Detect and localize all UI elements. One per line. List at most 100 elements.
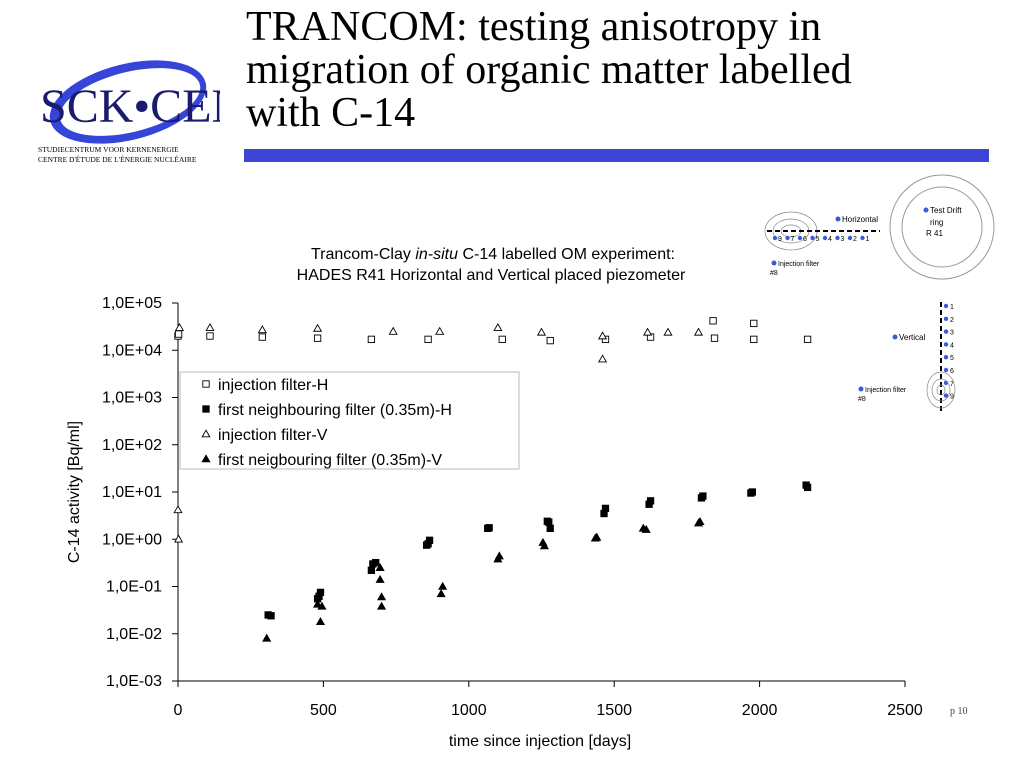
data-point-series-4	[313, 599, 323, 608]
chart-title-suffix: C-14 labelled OM experiment:	[458, 246, 675, 263]
y-tick-label: 1,0E+05	[102, 295, 162, 312]
logo-wordmark: SCK•CEN	[40, 80, 220, 133]
test-drift-dot	[923, 207, 929, 213]
h-injection-label: Injection filter	[778, 261, 820, 268]
v-filter-label: 3	[950, 330, 954, 337]
data-point-series-1	[709, 317, 717, 325]
data-point-series-2	[546, 524, 554, 533]
data-point-series-4	[315, 616, 326, 625]
slide-title: TRANCOM: testing anisotropy in migration…	[246, 4, 852, 136]
data-point-series-2	[646, 497, 655, 505]
data-point-series-2	[316, 588, 325, 597]
legend: injection filter-H first neighbouring fi…	[179, 371, 520, 470]
data-point-series-4	[438, 581, 448, 590]
legend-marker-4	[201, 454, 211, 463]
chart-title-line-2: HADES R41 Horizontal and Vertical placed…	[297, 267, 686, 284]
h-filter-label: 1	[866, 236, 870, 243]
data-point-series-4	[436, 589, 446, 598]
v-filter-dot	[943, 355, 949, 360]
h-filter-label: 4	[828, 236, 832, 243]
h-filter-dot	[797, 235, 803, 241]
r41-label: R 41	[926, 229, 943, 238]
h-filter-dot	[772, 235, 778, 241]
data-point-series-3	[493, 322, 503, 332]
legend-markers	[201, 380, 211, 463]
data-point-series-3	[536, 327, 547, 336]
y-tick-label: 1,0E+02	[102, 437, 162, 454]
x-tick-label: 2500	[887, 702, 923, 719]
data-point-series-3	[693, 327, 704, 336]
data-point-series-1	[424, 335, 432, 344]
horizontal-marker-dot	[835, 216, 841, 222]
horizontal-label: Horizontal	[842, 215, 878, 224]
legend-marker-3	[201, 429, 211, 438]
data-point-series-1	[367, 335, 376, 344]
x-tick-label: 2000	[742, 702, 778, 719]
x-axis-label: time since injection [days]	[449, 733, 631, 750]
v-injection-dot	[858, 386, 864, 392]
data-point-series-1	[206, 332, 214, 340]
chart-title-italic: in-situ	[415, 246, 458, 263]
data-point-series-2	[601, 504, 610, 513]
data-point-series-1	[803, 335, 812, 344]
data-point-series-2	[372, 558, 380, 567]
data-point-series-1	[750, 319, 758, 328]
legend-marker-2	[202, 405, 210, 413]
data-point-series-3	[257, 325, 267, 334]
v-filter-dot	[943, 303, 949, 309]
data-point-series-1	[750, 335, 758, 344]
vertical-label: Vertical	[899, 333, 925, 342]
vertical-rings	[926, 371, 956, 409]
data-point-series-1	[601, 335, 610, 344]
horizontal-piezometer: Horizontal 9 7 6 5 4 3 2 1 Injection filter #8	[764, 211, 880, 277]
v-filter-label: 7	[950, 381, 954, 388]
data-point-series-1	[498, 335, 506, 344]
data-point-series-2	[748, 488, 756, 496]
x-tick-label: 0	[174, 702, 183, 719]
data-point-series-4	[539, 541, 549, 550]
h-filter-dot	[785, 235, 790, 241]
data-point-series-4	[262, 633, 272, 642]
test-drift-inner	[901, 186, 983, 268]
data-point-series-4	[695, 517, 705, 526]
v-filter-dot	[943, 329, 949, 334]
h-filter-dot	[847, 235, 853, 241]
legend-marker-1	[202, 380, 210, 388]
data-point-series-2	[267, 612, 275, 620]
test-drift-outer	[889, 174, 995, 280]
y-ticks: 1,0E+05 1,0E+04 1,0E+03 1,0E+02 1,0E+01 1,0E+…	[102, 295, 178, 690]
vertical-piezometer: 1 2 3 4 5 6 7 9 Vertical Injection filter #8	[858, 302, 956, 412]
data-point-series-4	[376, 601, 387, 610]
test-drift-label: Test Drift	[930, 206, 962, 215]
data-point-series-1	[710, 334, 719, 342]
data-point-series-1	[174, 330, 183, 338]
data-point-series-4	[317, 601, 327, 610]
data-points	[173, 317, 812, 642]
y-tick-label: 1,0E+04	[102, 342, 162, 359]
legend-entry-3: injection filter-V	[218, 427, 328, 444]
data-point-series-3	[174, 534, 184, 543]
data-point-series-4	[375, 574, 385, 583]
data-point-series-4	[592, 532, 602, 541]
v-filter-label: 4	[950, 342, 954, 349]
v-injection-number: #8	[858, 396, 866, 403]
legend-entry-2: first neighbouring filter (0.35m)-H	[218, 402, 452, 419]
h-filter-dot	[822, 235, 828, 241]
data-point-series-3	[173, 505, 183, 514]
y-tick-label: 1,0E-01	[106, 579, 162, 596]
data-point-series-3	[174, 322, 185, 332]
logo-line-1: STUDIECENTRUM VOOR KERNENERGIE	[38, 145, 179, 154]
v-injection-label: Injection filter	[865, 387, 907, 394]
v-filter-dot	[943, 316, 949, 321]
v-filter-dot	[943, 367, 949, 373]
x-ticks: 0 500 1000 1500 2000 2500	[174, 681, 923, 719]
h-filter-label: 5	[816, 236, 820, 243]
data-point-series-3	[663, 327, 673, 336]
data-point-series-2	[699, 492, 707, 500]
legend-entry-4: first neigbouring filter (0.35m)-V	[218, 452, 442, 469]
logo-swoosh-inner	[59, 68, 201, 136]
data-point-series-4	[641, 524, 651, 533]
data-point-series-3	[597, 354, 608, 363]
data-point-series-2	[545, 518, 553, 526]
